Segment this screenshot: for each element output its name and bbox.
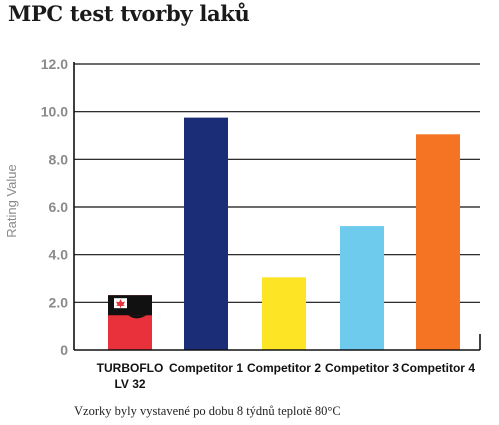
x-category-label: LV 32 [114, 377, 145, 391]
y-tick-label: 12.0 [41, 56, 68, 72]
rating-bar-chart: 0 2.0 4.0 6.0 8.0 10.0 12.0 Rating Value TURBOFL… [4, 56, 481, 391]
x-category-label: Competitor 2 [247, 361, 321, 375]
x-category-label: Competitor 3 [325, 361, 399, 375]
footnote: Vzorky byly vystavené po dobu 8 týdnů te… [74, 404, 341, 418]
y-tick-label: 10.0 [41, 104, 68, 120]
chart-title: MPC test tvorby laků [8, 1, 250, 26]
x-category-label: TURBOFLO [97, 361, 164, 375]
bar-turboflo [108, 295, 152, 350]
bar-competitor-1 [184, 117, 228, 350]
x-category-label: Competitor 4 [401, 361, 475, 375]
y-tick-label: 4.0 [49, 247, 69, 263]
y-axis-label: Rating Value [4, 164, 19, 237]
maple-leaf-icon [116, 299, 125, 308]
y-tick-label: 0 [60, 342, 68, 358]
x-category-label: Competitor 1 [169, 361, 243, 375]
bar-competitor-3 [340, 226, 384, 350]
bar-competitor-4 [416, 134, 460, 350]
y-tick-label: 2.0 [49, 294, 69, 310]
y-tick-label: 6.0 [49, 199, 69, 215]
y-tick-label: 8.0 [49, 151, 69, 167]
bar-turboflo-flame [108, 311, 152, 319]
bar-competitor-2 [262, 277, 306, 350]
